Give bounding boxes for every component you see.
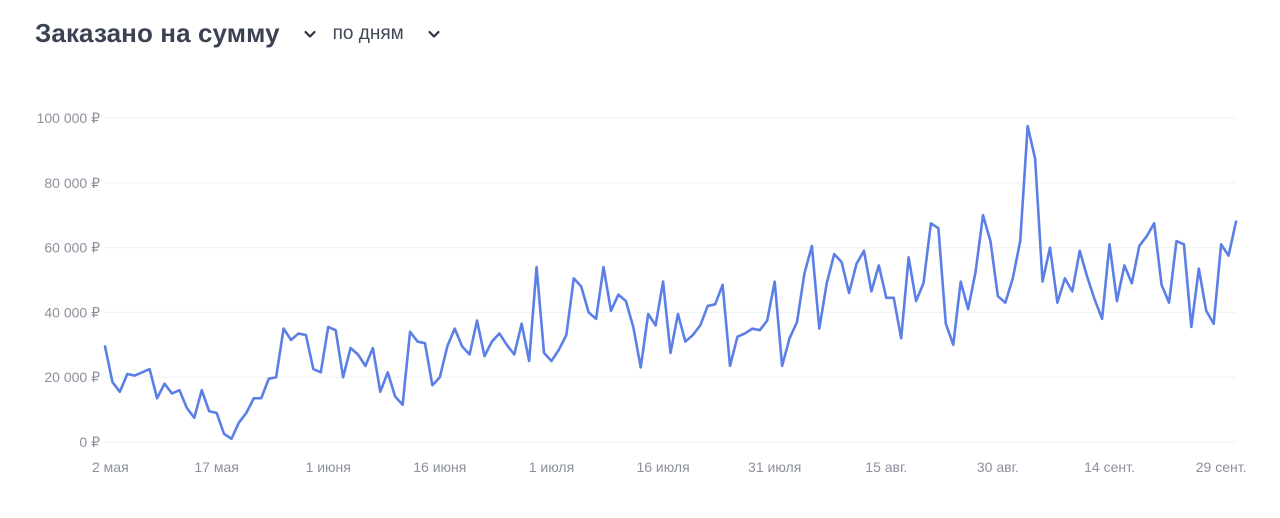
y-axis: 0 ₽ 20 000 ₽ 40 000 ₽ 60 000 ₽ 80 000 ₽ 100 0… (37, 110, 100, 450)
y-tick-label: 0 ₽ (79, 434, 100, 450)
metric-dropdown[interactable] (302, 26, 318, 42)
y-tick-label: 60 000 ₽ (44, 240, 100, 256)
period-label[interactable]: по дням (332, 22, 404, 44)
y-tick-label: 20 000 ₽ (44, 369, 100, 385)
period-dropdown[interactable]: по дням (318, 23, 442, 45)
x-tick-label: 30 авг. (977, 459, 1019, 475)
y-tick-label: 80 000 ₽ (44, 175, 100, 191)
x-tick-label: 2 мая (92, 459, 129, 475)
x-tick-label: 31 июля (748, 459, 801, 475)
x-tick-label: 16 июня (413, 459, 466, 475)
x-tick-label: 17 мая (194, 459, 238, 475)
chart-header: Заказано на сумму по дням (35, 18, 442, 49)
x-tick-label: 15 авг. (865, 459, 907, 475)
series (103, 124, 1238, 441)
chevron-down-icon[interactable] (302, 26, 318, 42)
x-tick-label: 29 сент. (1196, 459, 1247, 475)
grid-lines (105, 117, 1236, 443)
series-line (103, 124, 1238, 441)
y-tick-label: 40 000 ₽ (44, 304, 100, 320)
x-tick-label: 14 сент. (1084, 459, 1135, 475)
x-tick-label: 1 июля (529, 459, 574, 475)
chart-title: Заказано на сумму (35, 18, 280, 48)
x-tick-label: 16 июля (636, 459, 689, 475)
x-tick-label: 1 июня (306, 459, 351, 475)
y-tick-label: 100 000 ₽ (37, 110, 100, 126)
chevron-down-icon[interactable] (426, 26, 442, 42)
x-axis: 2 мая 17 мая 1 июня 16 июня 1 июля 16 июля 31 … (92, 459, 1246, 475)
